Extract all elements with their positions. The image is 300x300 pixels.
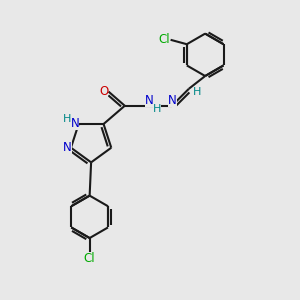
Text: N: N (63, 141, 72, 154)
Text: H: H (193, 87, 201, 97)
Text: H: H (63, 114, 72, 124)
Text: H: H (153, 104, 161, 114)
Text: N: N (70, 117, 79, 130)
Text: O: O (99, 85, 108, 98)
Text: Cl: Cl (158, 33, 170, 46)
Text: N: N (168, 94, 177, 107)
Text: Cl: Cl (84, 252, 95, 265)
Text: N: N (145, 94, 154, 107)
